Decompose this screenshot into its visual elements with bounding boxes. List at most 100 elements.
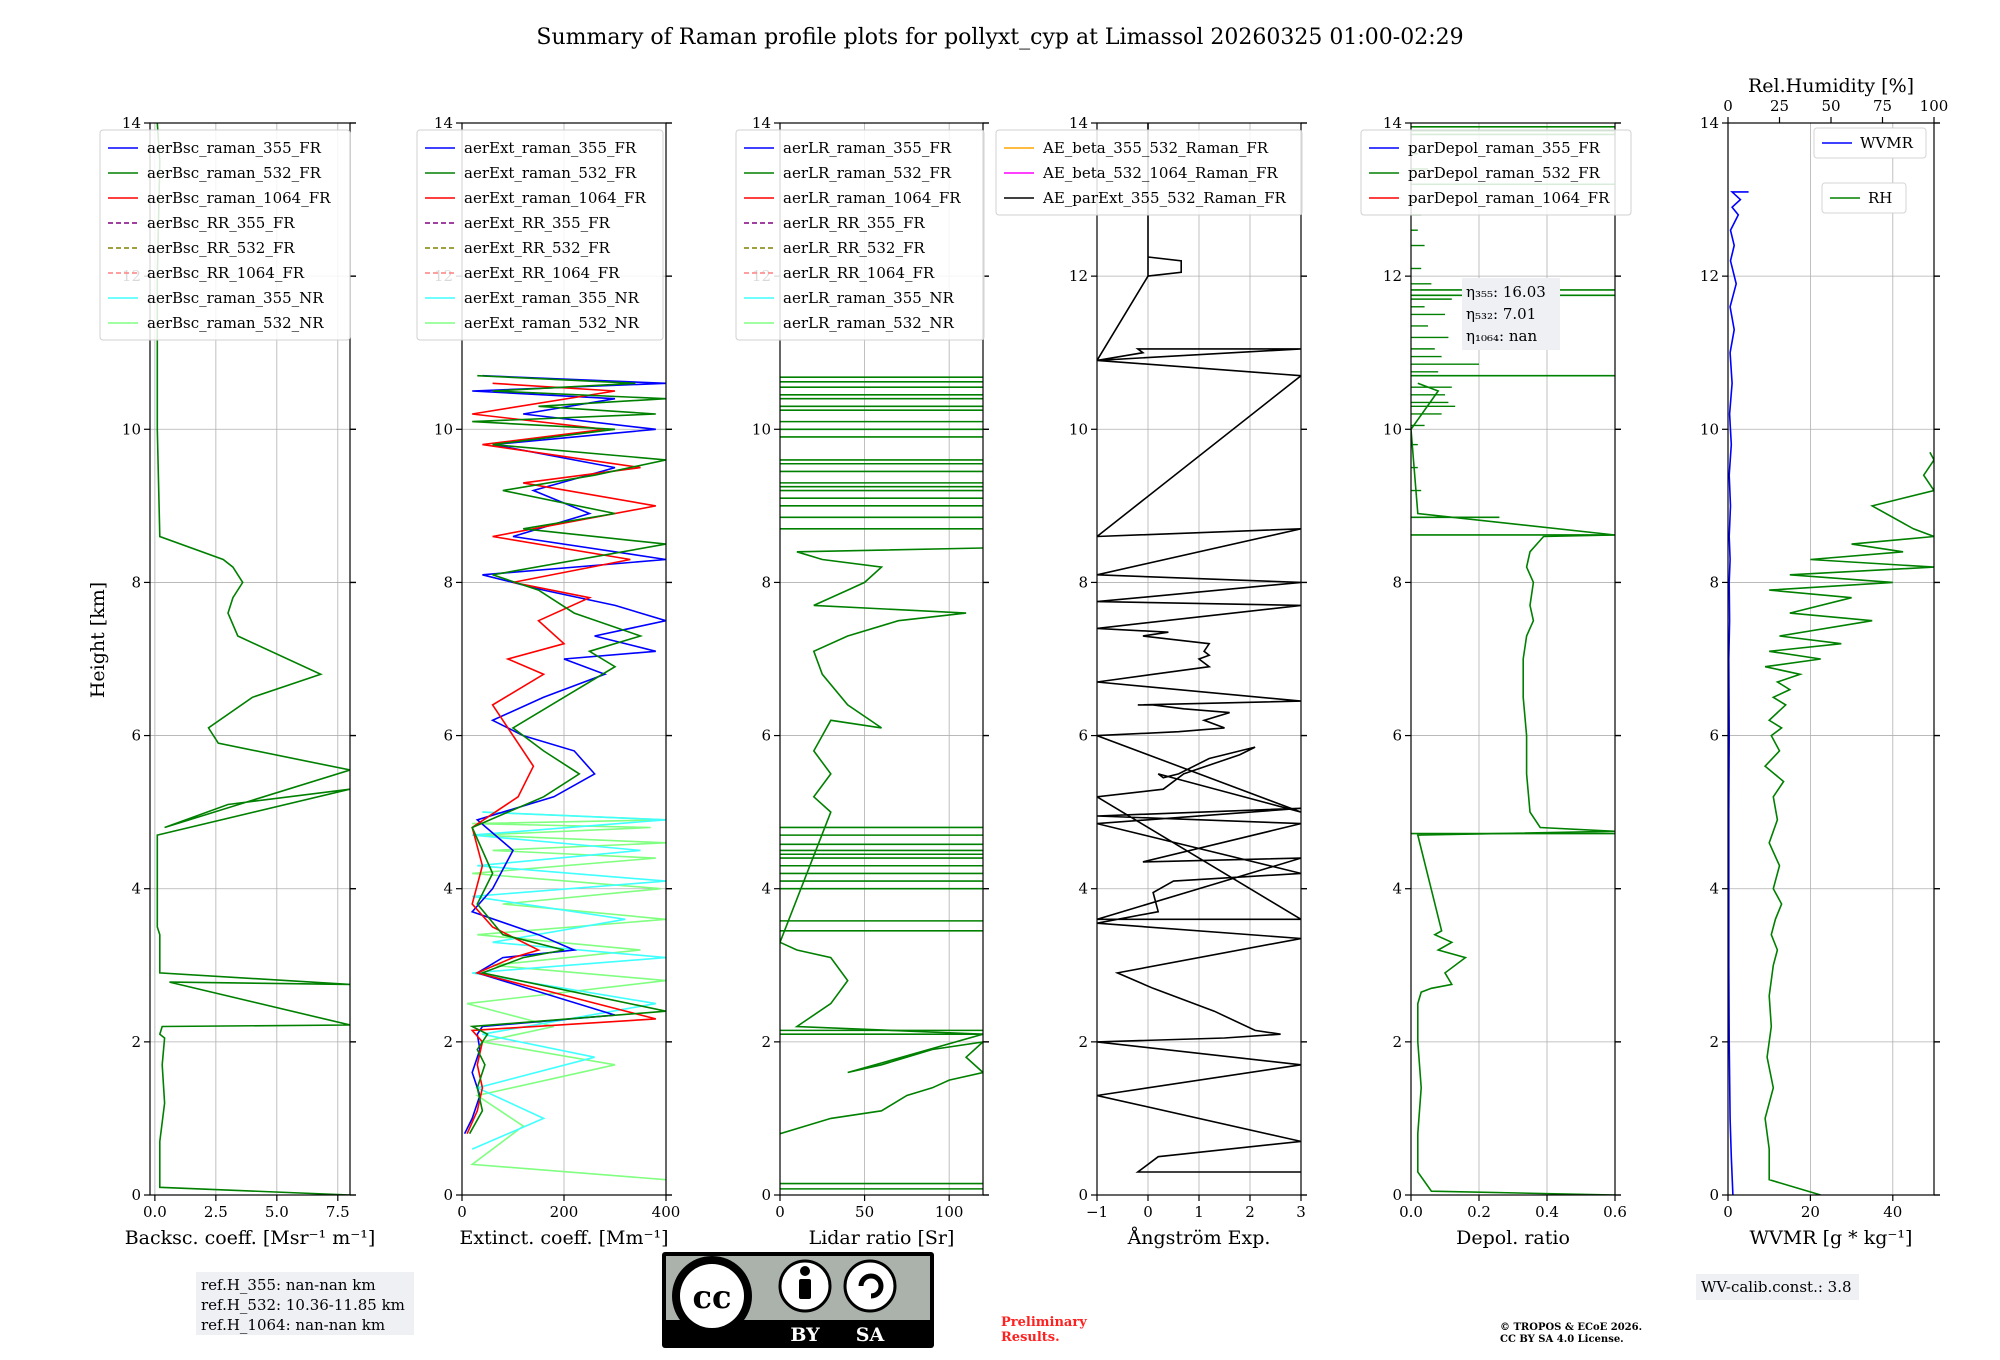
panel-2: 024681012140200400Extinct. coeff. [Mm⁻¹]… <box>416 114 681 1249</box>
x-tick-label: 0 <box>1143 1203 1153 1221</box>
reference-height-box-bg <box>196 1272 414 1335</box>
y-tick-label: 14 <box>1700 114 1719 132</box>
wv-calib-box <box>1696 1274 1859 1300</box>
series-line-aerExt_raman_532_FR <box>468 374 666 1135</box>
y-tick-label: 6 <box>1709 727 1719 745</box>
y-axis-label: Height [km] <box>87 582 109 698</box>
y-tick-label: 8 <box>443 573 453 591</box>
figure-title: Summary of Raman profile plots for polly… <box>536 25 1463 50</box>
x-tick-label: 400 <box>652 1203 681 1221</box>
x-tick-label: 0.2 <box>1467 1203 1491 1221</box>
legend-box <box>416 129 664 341</box>
x-tick-label: 3 <box>1296 1203 1306 1221</box>
axes-frame <box>779 122 984 1196</box>
y-tick-label: 2 <box>443 1033 453 1051</box>
x2-tick-label: 0 <box>1723 97 1733 115</box>
legend-label: parDepol_raman_532_FR <box>1408 164 1601 182</box>
legend-label: AE_beta_355_532_Raman_FR <box>1042 139 1269 157</box>
panel-5: 0 2 4 6 8 10 12 14 0.0 0.2 0.4 0.6 Depol. ratio parDe… <box>1360 114 1632 1249</box>
x2-tick-label: 75 <box>1873 97 1892 115</box>
x-tick-label: 1 <box>1194 1203 1204 1221</box>
legend-label: aerBsc_RR_355_FR <box>147 214 295 232</box>
ref-h-532: ref.H_532: 10.36-11.85 km <box>201 1296 405 1314</box>
legend-box <box>735 129 985 341</box>
y-tick-label: 6 <box>1078 727 1088 745</box>
series-line-parDepol_raman_532_FR <box>1411 382 1615 1195</box>
y-tick-label: 0 <box>761 1186 771 1204</box>
y-tick-label: 10 <box>434 420 453 438</box>
plot-area <box>780 376 983 1190</box>
plot-area <box>463 374 666 1181</box>
x-tick-label: −1 <box>1086 1203 1108 1221</box>
by-icon-head <box>800 1266 810 1276</box>
by-text: BY <box>790 1324 820 1346</box>
y-tick-label: 0 <box>443 1186 453 1204</box>
y-tick-label: 4 <box>1709 880 1719 898</box>
y-tick-label: 4 <box>761 880 771 898</box>
series-line-aerExt_raman_1064_FR <box>466 382 656 1135</box>
legend-label: aerBsc_RR_532_FR <box>147 239 295 257</box>
by-icon-body <box>799 1279 811 1299</box>
y-tick-label: 2 <box>1709 1033 1719 1051</box>
y-tick-label: 8 <box>1078 573 1088 591</box>
x-tick-label: 20 <box>1801 1203 1820 1221</box>
legend-label: aerExt_raman_1064_FR <box>464 189 646 207</box>
reference-height-box: ref.H_355: nan-nan km ref.H_532: 10.36-1… <box>196 1272 414 1335</box>
eta-box <box>1462 278 1560 350</box>
legend-box <box>1813 127 1927 159</box>
series-line-AE_parExt_355_532_Raman_FR <box>1097 123 1301 1173</box>
legend-label: aerLR_raman_532_FR <box>783 164 952 182</box>
legend-label: parDepol_raman_355_FR <box>1408 139 1601 157</box>
legend-label: parDepol_raman_1064_FR <box>1408 189 1610 207</box>
series-line-aerBsc_raman_532_FR <box>156 123 350 1195</box>
x-tick-label: 0 <box>1723 1203 1733 1221</box>
y-tick-label: 14 <box>122 114 141 132</box>
axes-frame <box>149 122 351 1196</box>
preliminary-line-2: Results. <box>1001 1330 1060 1345</box>
x-tick-label: 7.5 <box>326 1203 350 1221</box>
y-tick-label: 8 <box>1709 573 1719 591</box>
y-tick-label: 12 <box>1700 267 1719 285</box>
legend-box <box>995 129 1303 216</box>
y-tick-label: 2 <box>131 1033 141 1051</box>
y-tick-label: 6 <box>761 727 771 745</box>
x-tick-label: 40 <box>1883 1203 1902 1221</box>
legend-label: RH <box>1868 189 1892 207</box>
axes-frame <box>1727 122 1935 1196</box>
plot-area <box>1097 123 1301 1173</box>
preliminary-line-1: Preliminary <box>1001 1315 1087 1330</box>
y-tick-label: 0 <box>1078 1186 1088 1204</box>
legend-label: aerBsc_RR_1064_FR <box>147 264 305 282</box>
legend-label: aerExt_raman_355_NR <box>464 289 640 307</box>
x-tick-label: 50 <box>855 1203 874 1221</box>
copyright-line-1: © TROPOS & ECoE 2026. <box>1500 1322 1642 1333</box>
x-tick-label: 0 <box>775 1203 785 1221</box>
legend-label: aerExt_raman_355_FR <box>464 139 637 157</box>
y-tick-label: 2 <box>1078 1033 1088 1051</box>
x-axis-label: Extinct. coeff. [Mm⁻¹] <box>459 1227 668 1249</box>
y-tick-label: 14 <box>752 114 771 132</box>
eta-text: η₃₅₅: 16.03 <box>1466 283 1546 301</box>
x2-tick-label: 100 <box>1920 97 1949 115</box>
legend-label: aerExt_RR_1064_FR <box>464 264 620 282</box>
cc-circle <box>680 1264 744 1328</box>
y-tick-label: 4 <box>443 880 453 898</box>
x-tick-label: 100 <box>935 1203 964 1221</box>
legend-label: AE_beta_532_1064_Raman_FR <box>1042 164 1278 182</box>
legend-label: aerLR_raman_355_NR <box>783 289 954 307</box>
sa-icon <box>843 1259 897 1313</box>
x-tick-label: 0.6 <box>1603 1203 1627 1221</box>
legend-label: aerExt_RR_355_FR <box>464 214 611 232</box>
y-tick-label: 10 <box>1383 420 1402 438</box>
x-tick-label: 5.0 <box>265 1203 289 1221</box>
x-axis-label: WVMR [g * kg⁻¹] <box>1750 1227 1913 1249</box>
x-axis-label: Lidar ratio [Sr] <box>809 1227 955 1249</box>
legend-label: AE_parExt_355_532_Raman_FR <box>1042 189 1287 207</box>
x-tick-label: 0 <box>457 1203 467 1221</box>
cc-text: cc <box>693 1278 732 1316</box>
legend-label: aerBsc_raman_532_FR <box>147 164 322 182</box>
legend-label: aerLR_raman_1064_FR <box>783 189 961 207</box>
y-tick-label: 0 <box>131 1186 141 1204</box>
